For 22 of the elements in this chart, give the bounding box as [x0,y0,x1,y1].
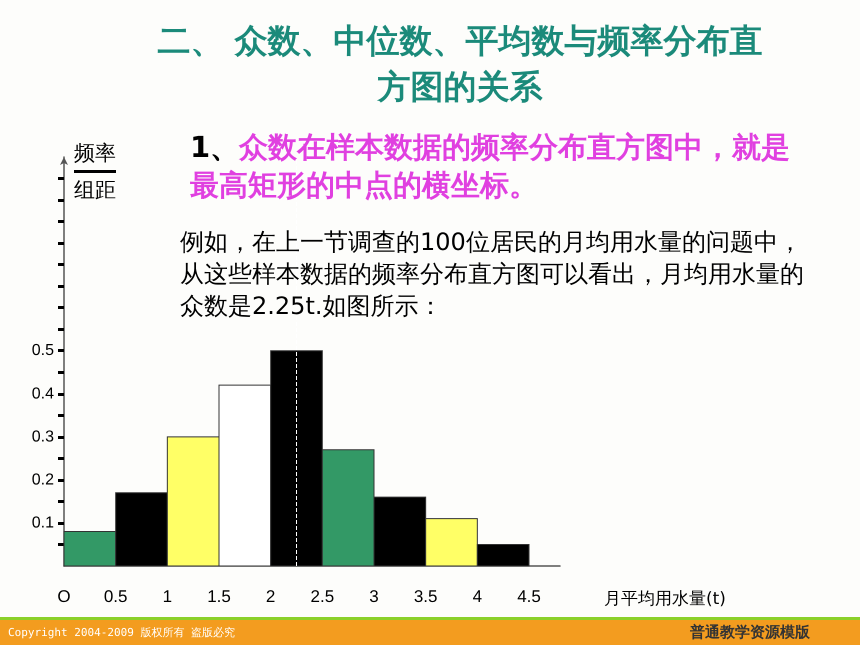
x-tick-label: 0.5 [104,587,128,606]
x-tick-label: 1.5 [207,587,231,606]
x-tick-label: 4 [472,587,482,606]
x-tick-label: O [57,587,71,606]
annotation: 1、众数在样本数据的频率分布直方图中，就是最高矩形的中点的横坐标。 [190,129,792,204]
y-tick-label: 0.3 [32,428,54,446]
y-tick-label: 0.2 [32,471,54,488]
x-tick-label: 3.5 [414,587,438,606]
x-tick-label: 1 [162,587,172,606]
text: 普通教学资源模版 [690,623,810,642]
y-tick-label: 0.1 [32,514,54,532]
chart-title: 二、 众数、中位数、平均数与频率分布直方图的关系 [156,20,764,108]
x-tick-label: 4.5 [517,587,541,606]
y-tick-label: 0.4 [32,385,54,402]
annotation: 例如，在上一节调查的100位居民的月均用水量的问题中，从这些样本数据的频率分布直方图可以看出，月均用水量的众数是2.25t.如图所示： [180,227,805,322]
text: Copyright 2004-2009 版权所有 盗版必究 [8,625,236,640]
x-axis-title: 月平均用水量(t) [604,588,726,610]
x-tick-label: 2.5 [310,587,334,606]
y-tick-label: 0.5 [32,342,54,360]
x-tick-label: 2 [266,587,276,606]
x-tick-label: 3 [369,587,379,606]
y-axis-title: 频率组距 [74,140,116,204]
